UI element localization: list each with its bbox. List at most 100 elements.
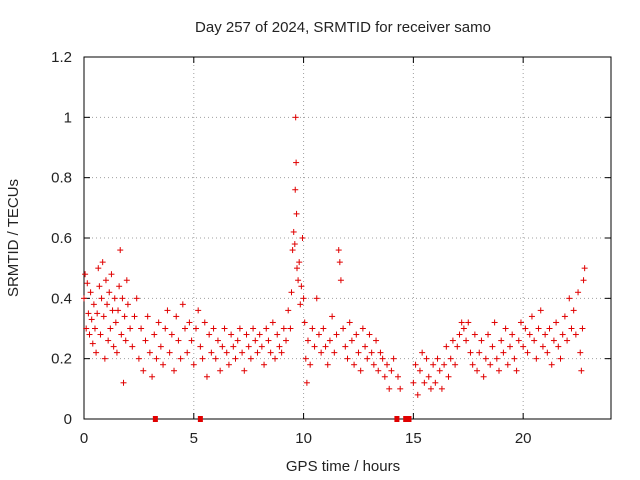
data-point xyxy=(555,343,562,350)
data-point xyxy=(513,367,520,374)
data-point xyxy=(192,325,199,332)
data-point xyxy=(311,343,318,350)
data-point xyxy=(469,361,476,368)
data-point xyxy=(515,337,522,344)
x-axis-label: GPS time / hours xyxy=(286,458,400,475)
data-point xyxy=(274,331,281,338)
data-point xyxy=(219,343,226,350)
data-point xyxy=(460,325,467,332)
data-point xyxy=(223,349,230,356)
data-point xyxy=(250,325,257,332)
data-point xyxy=(153,355,160,362)
data-point xyxy=(336,259,343,266)
x-tick-label: 0 xyxy=(80,430,88,447)
data-point xyxy=(272,355,279,362)
chart-title: Day 257 of 2024, SRMTID for receiver sam… xyxy=(195,19,491,36)
data-point xyxy=(160,361,167,368)
data-point xyxy=(290,228,297,235)
data-point xyxy=(366,331,373,338)
data-point xyxy=(121,313,128,320)
data-point xyxy=(146,349,153,356)
data-point xyxy=(548,361,555,368)
data-point xyxy=(118,331,125,338)
data-point xyxy=(511,355,518,362)
data-point xyxy=(302,355,309,362)
data-point xyxy=(138,325,145,332)
data-point xyxy=(436,367,443,374)
data-point xyxy=(318,349,325,356)
data-point xyxy=(247,355,254,362)
data-point xyxy=(87,289,94,296)
data-point xyxy=(179,301,186,308)
data-point xyxy=(307,361,314,368)
data-point xyxy=(127,325,134,332)
data-point xyxy=(133,295,140,302)
data-point xyxy=(434,355,441,362)
data-point xyxy=(98,295,105,302)
data-point xyxy=(414,391,421,398)
x-tick-label: 10 xyxy=(295,430,312,447)
data-point xyxy=(269,319,276,326)
data-point xyxy=(524,349,531,356)
y-tick-label: 1 xyxy=(64,109,72,126)
data-point xyxy=(243,331,250,338)
data-point xyxy=(289,247,296,254)
data-point xyxy=(577,349,584,356)
data-point xyxy=(245,343,252,350)
data-point xyxy=(236,325,243,332)
data-point xyxy=(221,325,228,332)
data-point xyxy=(96,283,103,290)
data-point xyxy=(377,349,384,356)
data-point xyxy=(162,325,169,332)
data-point xyxy=(88,316,95,323)
data-point xyxy=(208,349,215,356)
data-point xyxy=(326,337,333,344)
data-point xyxy=(447,355,454,362)
data-point xyxy=(90,301,97,308)
gap-marker xyxy=(394,416,400,422)
data-point xyxy=(416,367,423,374)
data-point xyxy=(123,277,130,284)
data-point xyxy=(496,367,503,374)
data-point xyxy=(559,331,566,338)
data-point xyxy=(557,355,564,362)
data-point xyxy=(432,379,439,386)
data-point xyxy=(140,367,147,374)
data-point xyxy=(116,283,123,290)
data-point xyxy=(445,373,452,380)
data-point xyxy=(293,265,300,272)
y-tick-label: 0 xyxy=(64,411,72,428)
data-point xyxy=(115,307,122,314)
data-point xyxy=(517,319,524,326)
data-point xyxy=(285,307,292,314)
data-point xyxy=(572,331,579,338)
data-point xyxy=(102,277,109,284)
data-point xyxy=(104,301,111,308)
data-point xyxy=(83,325,90,332)
data-point xyxy=(106,289,113,296)
data-point xyxy=(99,259,106,266)
data-point xyxy=(85,310,92,317)
data-point xyxy=(395,373,402,380)
data-point xyxy=(107,325,114,332)
data-point xyxy=(280,325,287,332)
data-point xyxy=(81,295,87,302)
data-point xyxy=(122,337,129,344)
data-point xyxy=(276,343,283,350)
data-point xyxy=(86,331,93,338)
data-point xyxy=(487,361,494,368)
data-point xyxy=(386,385,393,392)
data-point xyxy=(299,235,306,241)
data-point xyxy=(373,337,380,344)
data-point xyxy=(258,343,265,350)
data-point xyxy=(550,337,557,344)
data-point xyxy=(135,355,142,362)
data-point xyxy=(553,319,560,326)
data-point xyxy=(348,337,355,344)
data-point xyxy=(381,373,388,380)
x-tick-label: 5 xyxy=(190,430,198,447)
data-point xyxy=(452,361,459,368)
data-point xyxy=(364,355,371,362)
data-point xyxy=(105,337,112,344)
gap-marker xyxy=(403,416,409,422)
